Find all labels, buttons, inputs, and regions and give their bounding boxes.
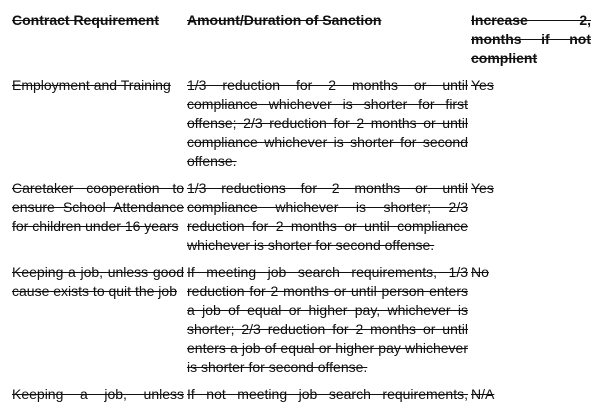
- header-contract-requirement: Contract Requirement: [12, 12, 160, 28]
- table-header-row: Contract Requirement Amount/Duration of …: [12, 11, 591, 76]
- increase-cell: Yes: [471, 77, 494, 93]
- requirement-cell: Caretaker cooperation to ensure School A…: [12, 180, 184, 234]
- sanction-cell: If not meeting job search requirements,: [187, 386, 468, 402]
- header-amount-duration: Amount/Duration of Sanction: [187, 12, 382, 28]
- sanction-cell: If meeting job search requirements, 1/3 …: [187, 264, 468, 375]
- increase-cell: No: [471, 264, 489, 280]
- requirement-cell: Keeping a job, unless good cause exists …: [12, 264, 184, 299]
- table-row: Employment and Training 1/3 reduction fo…: [12, 76, 591, 179]
- increase-cell: Yes: [471, 180, 494, 196]
- sanction-cell: 1/3 reduction for 2 months or until comp…: [187, 77, 468, 169]
- requirement-cell: Employment and Training: [12, 77, 171, 93]
- increase-cell: N/A: [471, 386, 495, 402]
- sanction-cell: 1/3 reductions for 2 months or until com…: [187, 180, 468, 253]
- sanctions-table: Contract Requirement Amount/Duration of …: [12, 11, 591, 412]
- table-row: Caretaker cooperation to ensure School A…: [12, 179, 591, 263]
- table-row: Keeping a job, unless good cause exists …: [12, 263, 591, 385]
- requirement-cell: Keeping a job, unless: [12, 386, 184, 402]
- header-increase: Increase 2, months if not complient: [471, 12, 591, 66]
- table-row: Keeping a job, unless If not meeting job…: [12, 385, 591, 412]
